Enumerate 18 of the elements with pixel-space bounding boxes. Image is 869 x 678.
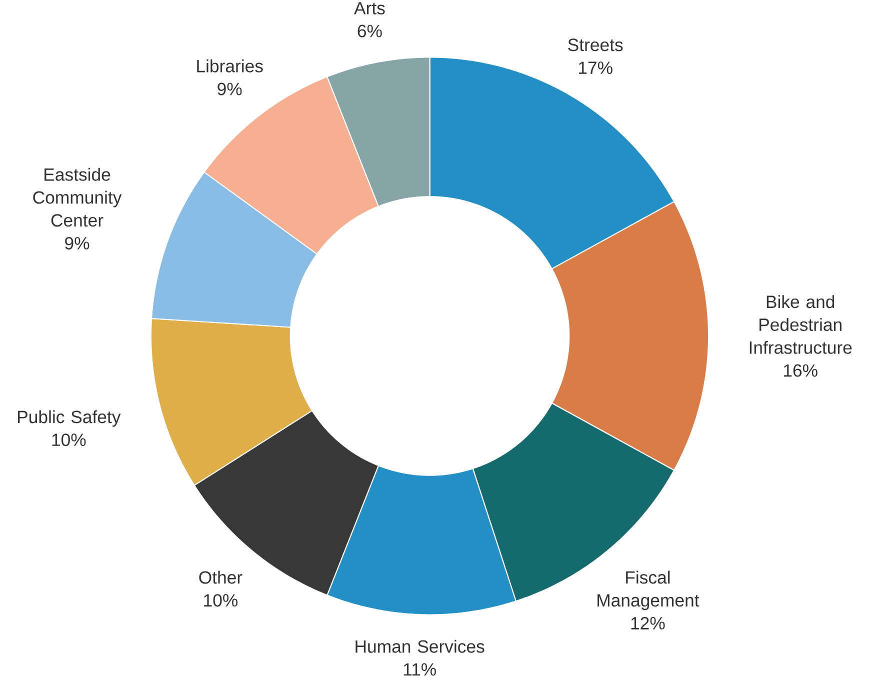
data-label: 11%: [404, 663, 436, 676]
slice-label: Other: [199, 570, 242, 584]
data-label: 17%: [579, 62, 612, 74]
data-label: 12%: [631, 617, 665, 630]
slice-label: Arts: [354, 2, 385, 15]
data-label: 10%: [204, 594, 238, 607]
slice-label: Eastside Community Center: [33, 168, 122, 227]
slice-label: Libraries: [197, 60, 263, 73]
data-label: 16%: [784, 364, 818, 377]
slice-label: Fiscal Management: [598, 570, 700, 610]
data-label: 9%: [65, 237, 90, 250]
data-label: 9%: [218, 82, 242, 96]
slice-label: Human Services: [356, 640, 484, 653]
data-label: 10%: [52, 434, 86, 446]
slice-label: Streets: [568, 38, 623, 52]
data-label: 6%: [358, 24, 382, 38]
slice-label: Bike and Pedestrian Infrastructure: [750, 295, 852, 354]
slice-label: Public Safety: [18, 410, 121, 427]
